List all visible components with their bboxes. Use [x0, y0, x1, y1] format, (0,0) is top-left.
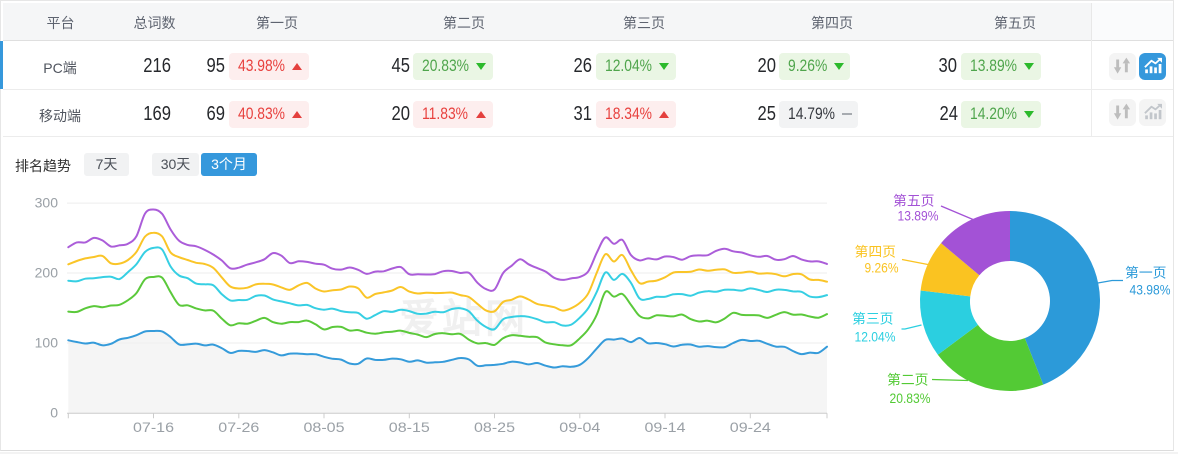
svg-text:第一页: 第一页: [1125, 265, 1167, 281]
svg-text:12.04%: 12.04%: [855, 330, 896, 345]
svg-text:9.26%: 9.26%: [865, 261, 899, 276]
svg-text:第四页: 第四页: [855, 244, 897, 260]
svg-text:09-14: 09-14: [645, 419, 686, 435]
svg-text:07-26: 07-26: [218, 419, 259, 435]
svg-text:07-16: 07-16: [133, 419, 174, 435]
svg-text:200: 200: [35, 265, 59, 281]
svg-text:08-05: 08-05: [304, 419, 345, 435]
svg-text:300: 300: [35, 195, 59, 211]
svg-text:43.98%: 43.98%: [1130, 283, 1171, 298]
svg-text:13.89%: 13.89%: [898, 209, 939, 224]
svg-text:08-25: 08-25: [474, 419, 515, 435]
svg-text:08-15: 08-15: [389, 419, 430, 435]
svg-text:0: 0: [50, 404, 58, 420]
svg-text:09-24: 09-24: [730, 419, 771, 435]
svg-text:第五页: 第五页: [893, 193, 935, 209]
svg-text:20.83%: 20.83%: [890, 391, 931, 406]
svg-text:09-04: 09-04: [559, 419, 600, 435]
svg-text:第二页: 第二页: [887, 372, 929, 388]
svg-text:100: 100: [35, 335, 59, 351]
svg-text:第三页: 第三页: [852, 311, 894, 327]
